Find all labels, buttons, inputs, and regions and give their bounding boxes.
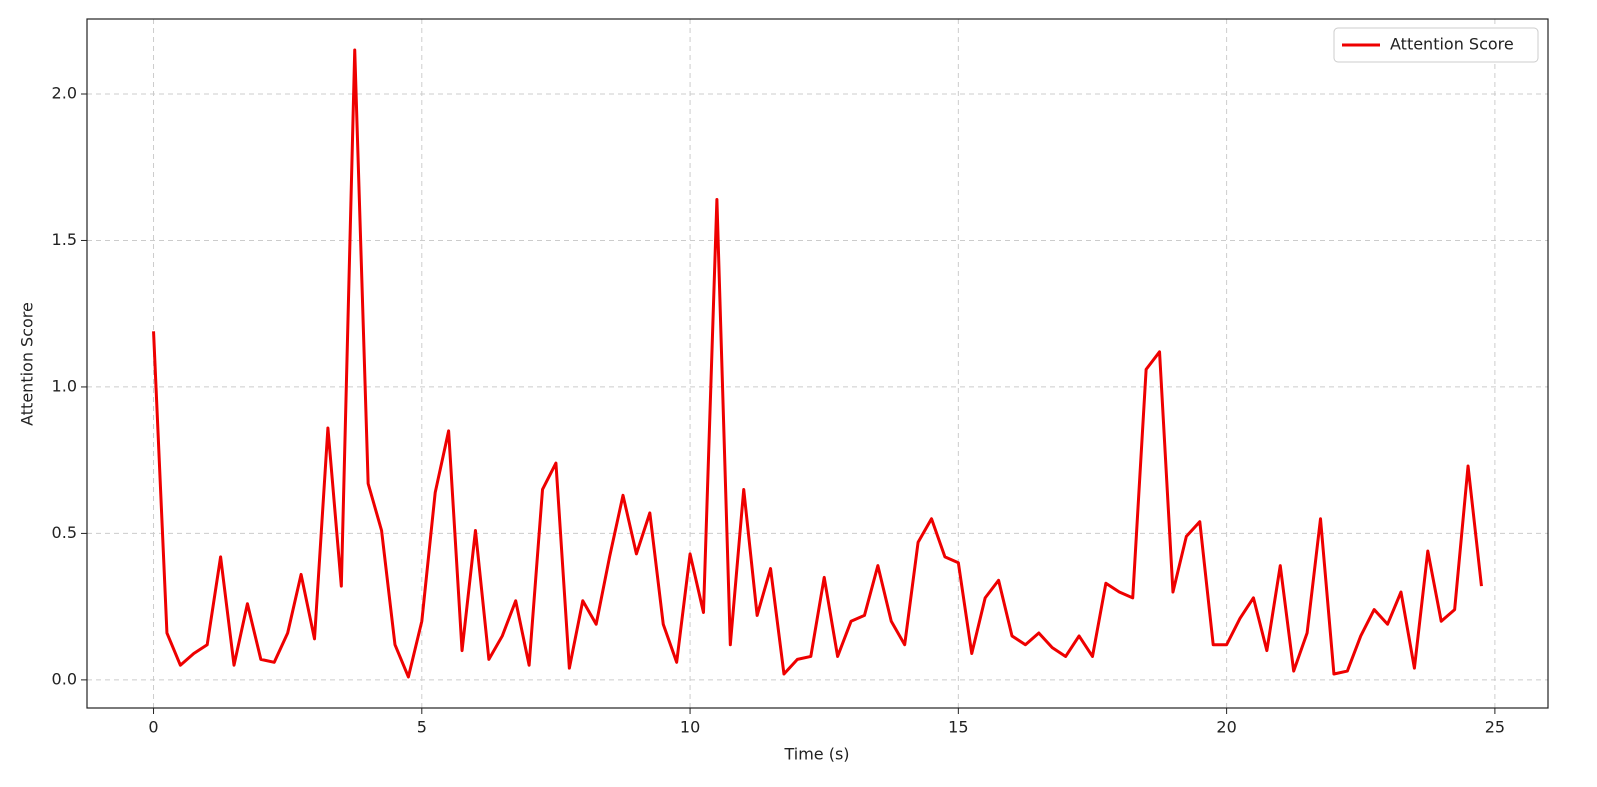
y-axis-label: Attention Score bbox=[18, 302, 37, 426]
x-tick-label: 5 bbox=[417, 718, 427, 737]
legend-label: Attention Score bbox=[1390, 35, 1514, 54]
x-tick-label: 10 bbox=[680, 718, 700, 737]
y-tick-label: 0.0 bbox=[52, 669, 77, 688]
x-tick-label: 25 bbox=[1485, 718, 1505, 737]
x-axis-label: Time (s) bbox=[783, 745, 849, 764]
data-line bbox=[152, 48, 1483, 679]
x-tick-label: 20 bbox=[1216, 718, 1236, 737]
plot-frame bbox=[86, 18, 1549, 709]
y-tick-label: 0.5 bbox=[52, 523, 77, 542]
legend-box bbox=[1333, 27, 1539, 63]
y-tick-label: 2.0 bbox=[52, 83, 77, 102]
y-tick-label: 1.0 bbox=[52, 376, 77, 395]
x-tick-label: 15 bbox=[948, 718, 968, 737]
y-tick-label: 1.5 bbox=[52, 230, 77, 249]
x-tick-label: 0 bbox=[148, 718, 158, 737]
